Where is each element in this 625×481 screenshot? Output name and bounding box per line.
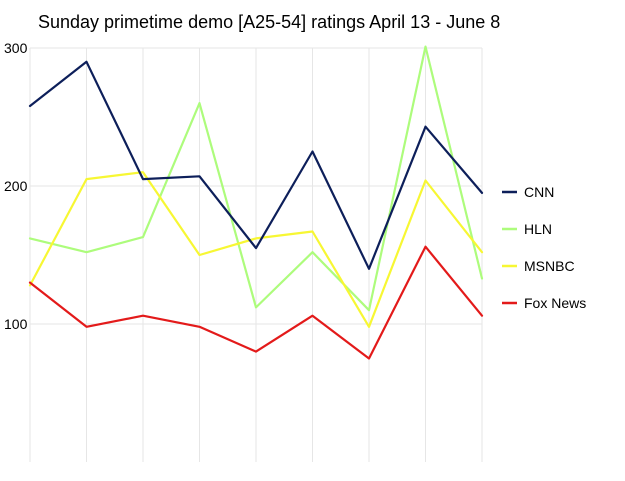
legend-label-hln: HLN xyxy=(524,221,552,237)
legend-label-fox-news: Fox News xyxy=(524,295,586,311)
series-lines xyxy=(28,45,484,360)
chart-title: Sunday primetime demo [A25-54] ratings A… xyxy=(38,12,500,32)
series-line-msnbc xyxy=(28,171,484,328)
y-tick-label: 300 xyxy=(4,40,28,56)
y-tick-label: 200 xyxy=(4,178,28,194)
grid xyxy=(29,47,483,462)
y-tick-label: 100 xyxy=(4,316,28,332)
legend-label-msnbc: MSNBC xyxy=(524,258,575,274)
series-line-cnn xyxy=(28,60,484,270)
series-line-fox-news xyxy=(28,245,484,360)
legend-label-cnn: CNN xyxy=(524,184,554,200)
legend: CNN HLN MSNBC Fox News xyxy=(502,184,586,311)
series-line-hln xyxy=(28,45,484,312)
y-axis-ticks: 100 200 300 xyxy=(4,40,28,332)
